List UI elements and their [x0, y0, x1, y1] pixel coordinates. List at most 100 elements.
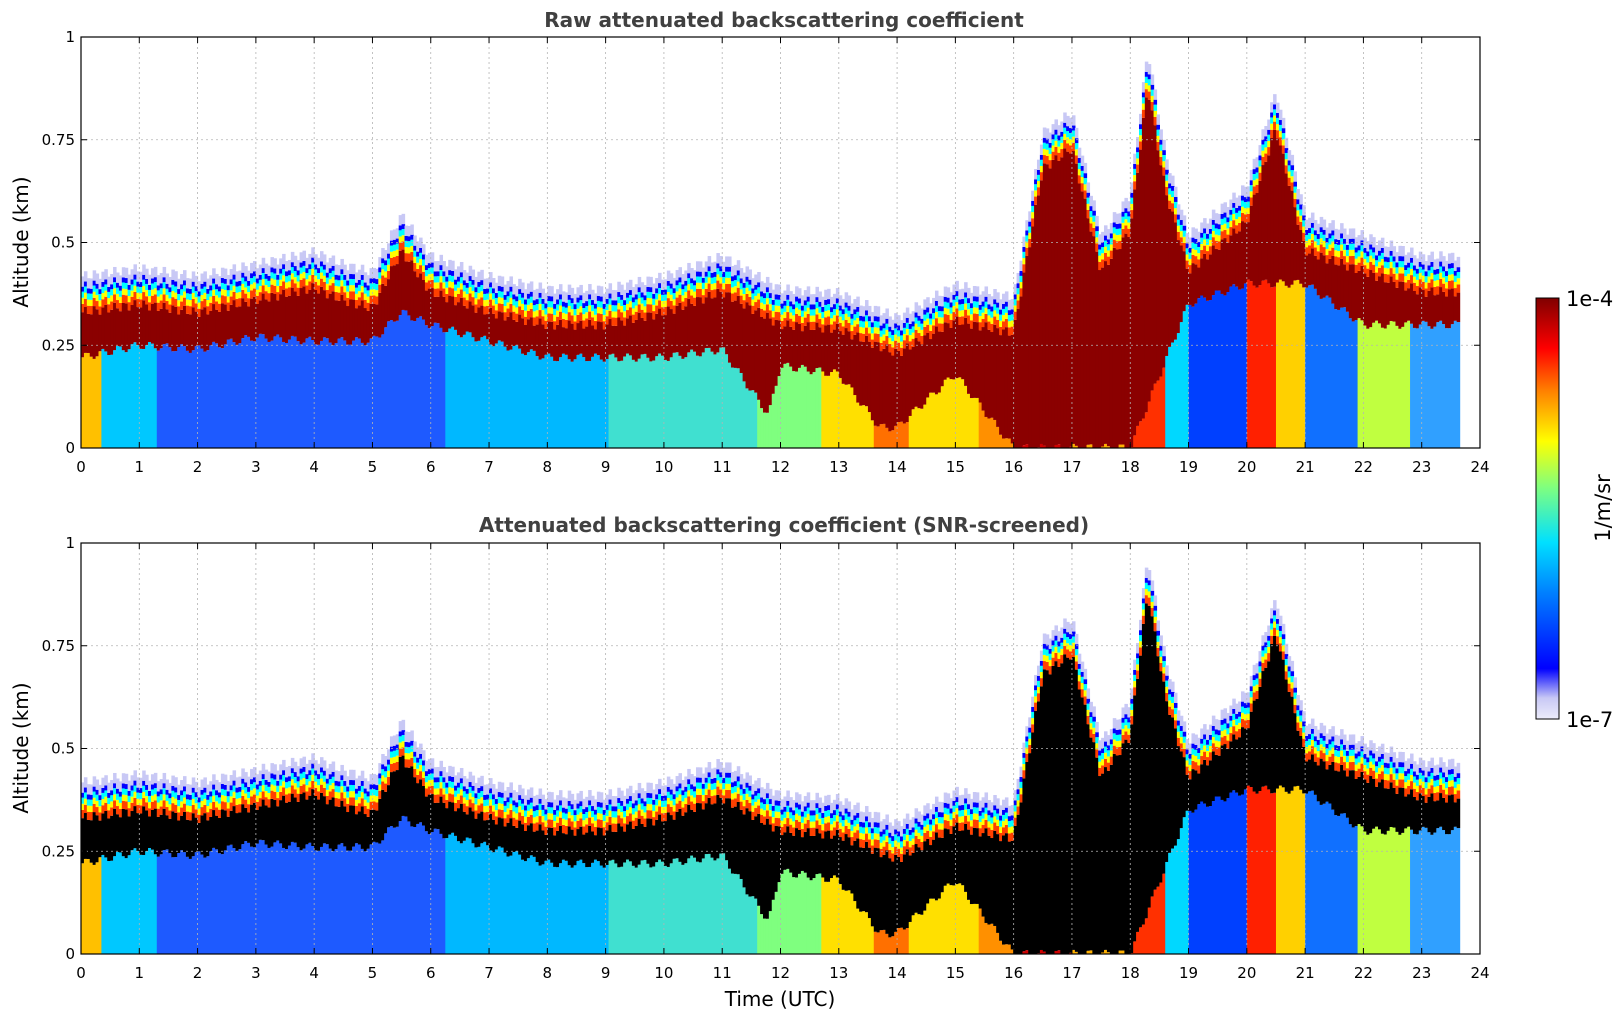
- heatmap-column: [410, 234, 414, 240]
- heatmap-column: [422, 771, 426, 778]
- heatmap-column: [693, 291, 697, 298]
- heatmap-column: [1275, 124, 1280, 131]
- heatmap-column: [357, 844, 362, 954]
- heatmap-column: [424, 776, 429, 783]
- heatmap-column: [375, 296, 379, 305]
- heatmap-column: [832, 315, 837, 322]
- heatmap-column: [343, 279, 347, 287]
- heatmap-column: [920, 335, 924, 345]
- heatmap-column: [588, 805, 592, 812]
- heatmap-column: [1200, 295, 1204, 448]
- heatmap-column: [593, 826, 598, 836]
- heatmap-column: [1031, 201, 1035, 206]
- heatmap-column: [1092, 227, 1096, 237]
- heatmap-column: [1089, 231, 1093, 445]
- heatmap-column: [319, 251, 324, 262]
- heatmap-column: [1034, 184, 1038, 191]
- heatmap-column: [238, 791, 242, 798]
- heatmap-column: [611, 305, 615, 312]
- heatmap-column: [763, 310, 767, 319]
- heatmap-column: [1025, 255, 1029, 445]
- heatmap-column: [436, 829, 441, 954]
- heatmap-column: [366, 816, 371, 849]
- heatmap-column: [282, 281, 286, 290]
- heatmap-column: [687, 804, 691, 859]
- heatmap-column: [314, 289, 318, 345]
- heatmap-column: [308, 281, 312, 290]
- heatmap-column: [317, 344, 321, 448]
- heatmap-column: [372, 789, 376, 796]
- heatmap-column: [98, 800, 103, 807]
- heatmap-column: [1130, 182, 1134, 193]
- heatmap-column: [456, 293, 461, 303]
- heatmap-column: [369, 268, 374, 279]
- heatmap-column: [148, 302, 152, 311]
- heatmap-column: [200, 815, 205, 855]
- heatmap-column: [553, 827, 557, 836]
- heatmap-column: [1380, 252, 1385, 260]
- heatmap-column: [558, 825, 563, 864]
- heatmap-column: [433, 794, 438, 803]
- heatmap-column: [1115, 249, 1120, 448]
- heatmap-column: [675, 811, 680, 859]
- heatmap-column: [1450, 252, 1455, 264]
- heatmap-column: [1290, 284, 1295, 448]
- heatmap-column: [494, 304, 499, 311]
- heatmap-column: [250, 790, 254, 797]
- heatmap-column: [159, 800, 164, 807]
- heatmap-column: [290, 287, 295, 336]
- heatmap-column: [1013, 319, 1018, 448]
- heatmap-column: [955, 291, 959, 297]
- heatmap-column: [311, 789, 315, 846]
- heatmap-column: [1424, 296, 1429, 322]
- heatmap-column: [591, 817, 595, 824]
- heatmap-column: [331, 265, 336, 271]
- heatmap-column: [1226, 228, 1230, 235]
- heatmap-column: [1296, 216, 1300, 225]
- heatmap-column: [1083, 173, 1088, 179]
- heatmap-column: [462, 791, 467, 798]
- heatmap-column: [1063, 140, 1067, 149]
- heatmap-column: [932, 319, 936, 326]
- heatmap-column: [203, 298, 207, 308]
- heatmap-column: [1144, 71, 1149, 77]
- heatmap-column: [1002, 438, 1006, 448]
- heatmap-column: [879, 351, 884, 425]
- heatmap-column: [352, 797, 356, 806]
- heatmap-column: [1439, 287, 1443, 321]
- heatmap-column: [582, 303, 586, 309]
- heatmap-column: [153, 294, 158, 303]
- heatmap-column: [952, 379, 956, 448]
- heatmap-column: [710, 778, 715, 784]
- heatmap-column: [104, 290, 108, 297]
- heatmap-column: [1176, 219, 1181, 226]
- heatmap-column: [395, 761, 400, 771]
- heatmap-column: [459, 277, 464, 284]
- heatmap-column: [713, 289, 717, 298]
- heatmap-column: [532, 317, 537, 326]
- heatmap-column: [148, 816, 152, 848]
- heatmap-column: [550, 813, 554, 820]
- heatmap-column: [955, 308, 959, 317]
- heatmap-column: [83, 292, 88, 299]
- heatmap-column: [113, 794, 117, 801]
- heatmap-column: [258, 279, 263, 286]
- heatmap-column: [346, 285, 350, 292]
- heatmap-column: [136, 804, 140, 814]
- heatmap-column: [1086, 203, 1091, 210]
- heatmap-column: [448, 328, 452, 448]
- heatmap-column: [518, 294, 522, 301]
- heatmap-column: [1176, 231, 1181, 241]
- heatmap-column: [914, 317, 919, 324]
- heatmap-column: [241, 338, 245, 448]
- heatmap-column: [448, 793, 452, 802]
- heatmap-column: [899, 320, 904, 331]
- heatmap-column: [535, 810, 540, 817]
- heatmap-column: [334, 785, 339, 792]
- heatmap-column: [317, 273, 321, 280]
- heatmap-column: [1264, 147, 1268, 154]
- heatmap-column: [841, 326, 846, 335]
- heatmap-column: [349, 285, 353, 292]
- heatmap-column: [529, 814, 534, 824]
- heatmap-column: [480, 775, 484, 787]
